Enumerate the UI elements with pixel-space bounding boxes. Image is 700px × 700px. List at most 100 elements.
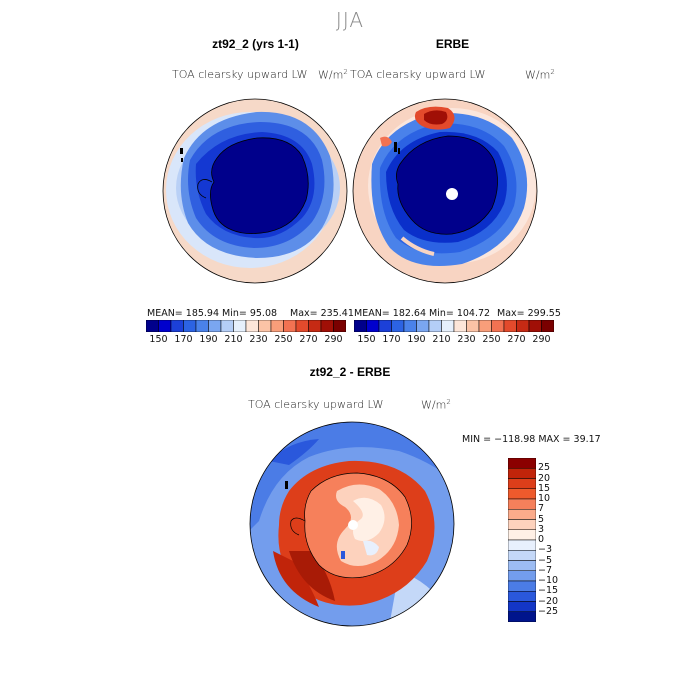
diff-colorbar-swatch	[508, 550, 536, 561]
obs-colorbar-swatch	[391, 320, 405, 332]
diff-polar-map	[249, 421, 455, 627]
diff-colorbar-swatch	[508, 570, 536, 582]
obs-colorbar-tick-label: 150	[357, 334, 376, 345]
diff-colorbar-swatch	[508, 498, 536, 510]
model-units-label: W/m2	[318, 68, 348, 82]
obs-colorbar-swatch	[516, 320, 530, 332]
model-colorbar-swatch	[208, 320, 222, 332]
model-colorbar-swatch	[245, 320, 259, 332]
model-colorbar-tick-labels: 150 170 190 210 230 250 270 290	[146, 334, 346, 348]
model-min-stat: Min= 95.08	[222, 308, 278, 319]
model-colorbar-swatch	[258, 320, 272, 332]
obs-min-stat: Min= 104.72	[429, 308, 491, 319]
model-colorbar-tick-label: 150	[149, 334, 168, 345]
diff-colorbar-swatch	[508, 458, 536, 469]
diff-variable-label: TOA clearsky upward LW	[248, 398, 384, 411]
model-colorbar-tick-label: 170	[174, 334, 193, 345]
obs-panel-title: ERBE	[435, 37, 470, 51]
diff-colorbar-tick-label: 7	[538, 503, 545, 515]
diff-colorbar	[508, 458, 536, 622]
obs-colorbar-swatch	[478, 320, 492, 332]
obs-colorbar-swatch	[503, 320, 517, 332]
diff-colorbar-tick-label: −7	[538, 564, 553, 576]
model-colorbar-tick-label: 250	[274, 334, 293, 345]
diff-colorbar-tick-label: −25	[538, 605, 559, 617]
diff-colorbar-tick-label: 15	[538, 482, 551, 494]
obs-colorbar-tick-label: 250	[482, 334, 501, 345]
diff-colorbar-swatch	[508, 601, 536, 612]
diff-colorbar-tick-label: 20	[538, 472, 551, 484]
diff-colorbar-tick-label: −10	[538, 575, 559, 586]
diff-colorbar-tick-label: −3	[538, 544, 553, 556]
obs-colorbar-swatch	[354, 320, 367, 332]
obs-colorbar-swatch	[441, 320, 455, 332]
model-colorbar-swatch	[320, 320, 334, 332]
obs-colorbar-swatch	[541, 320, 554, 332]
diff-colorbar-swatch	[508, 468, 536, 479]
diff-colorbar-swatch	[508, 529, 536, 541]
model-colorbar-swatch	[195, 320, 209, 332]
diff-colorbar-swatch	[508, 539, 536, 551]
model-colorbar-tick-label: 290	[324, 334, 343, 345]
diff-colorbar-swatch	[508, 478, 536, 489]
obs-colorbar-swatch	[378, 320, 392, 332]
model-colorbar-swatch	[158, 320, 172, 332]
model-variable-label: TOA clearsky upward LW	[172, 68, 308, 81]
diff-colorbar-swatch	[508, 580, 536, 592]
obs-max-stat: Max= 299.55	[497, 308, 561, 319]
model-colorbar-swatch	[308, 320, 322, 332]
diff-colorbar-swatch	[508, 509, 536, 520]
model-colorbar-tick-label: 270	[299, 334, 318, 345]
obs-polar-map	[352, 98, 538, 284]
obs-variable-label: TOA clearsky upward LW	[350, 68, 486, 81]
diff-colorbar-swatch	[508, 560, 536, 571]
diff-units-label: W/m2	[421, 398, 451, 412]
model-colorbar-swatch	[283, 320, 297, 332]
model-colorbar-swatch	[183, 320, 197, 332]
obs-colorbar-tick-labels: 150 170 190 210 230 250 270 290	[354, 334, 554, 348]
obs-colorbar-swatch	[528, 320, 542, 332]
diff-colorbar-tick-label: −5	[538, 554, 553, 566]
model-polar-map	[162, 98, 348, 284]
diff-colorbar-swatch	[508, 611, 536, 622]
obs-colorbar-swatch	[366, 320, 380, 332]
diff-colorbar-swatch	[508, 519, 536, 530]
obs-colorbar-swatch	[428, 320, 442, 332]
diff-colorbar-tick-label: 0	[538, 534, 545, 545]
obs-colorbar-tick-label: 170	[382, 334, 401, 345]
model-max-stat: Max= 235.41	[290, 308, 354, 319]
obs-colorbar-swatch	[466, 320, 480, 332]
figure-season-title: JJA	[335, 8, 365, 32]
obs-colorbar-swatch	[416, 320, 430, 332]
diff-colorbar-tick-label: −15	[538, 585, 559, 597]
obs-units-label: W/m2	[525, 68, 555, 82]
model-colorbar-swatch	[295, 320, 309, 332]
diff-minmax-stat: MIN = −118.98 MAX = 39.17	[462, 434, 601, 445]
diff-colorbar-tick-label: 25	[538, 462, 551, 474]
model-colorbar	[146, 320, 346, 332]
diff-colorbar-tick-label: −20	[538, 595, 559, 607]
diff-colorbar-tick-label: 3	[538, 523, 545, 535]
diff-colorbar-tick-label: 5	[538, 513, 545, 525]
model-colorbar-swatch	[333, 320, 346, 332]
obs-colorbar-tick-label: 230	[457, 334, 476, 345]
model-colorbar-tick-label: 210	[224, 334, 243, 345]
model-colorbar-swatch	[270, 320, 284, 332]
obs-colorbar-tick-label: 190	[407, 334, 426, 345]
diff-colorbar-swatch	[508, 488, 536, 500]
model-colorbar-swatch	[146, 320, 159, 332]
obs-colorbar-swatch	[453, 320, 467, 332]
model-colorbar-swatch	[220, 320, 234, 332]
diff-panel-title: zt92_2 - ERBE	[309, 365, 391, 379]
obs-colorbar-tick-label: 290	[532, 334, 551, 345]
obs-colorbar	[354, 320, 554, 332]
obs-colorbar-swatch	[403, 320, 417, 332]
obs-mean-stat: MEAN= 182.64	[354, 308, 427, 319]
model-mean-stat: MEAN= 185.94	[147, 308, 220, 319]
diff-colorbar-tick-labels: 25 20 15 10 7 5 3 0 −3 −5 −7 −10 −15 −20 −25	[538, 458, 578, 622]
model-colorbar-swatch	[233, 320, 247, 332]
obs-colorbar-tick-label: 270	[507, 334, 526, 345]
model-colorbar-tick-label: 190	[199, 334, 218, 345]
model-panel-title: zt92_2 (yrs 1-1)	[212, 37, 299, 51]
obs-colorbar-swatch	[491, 320, 505, 332]
